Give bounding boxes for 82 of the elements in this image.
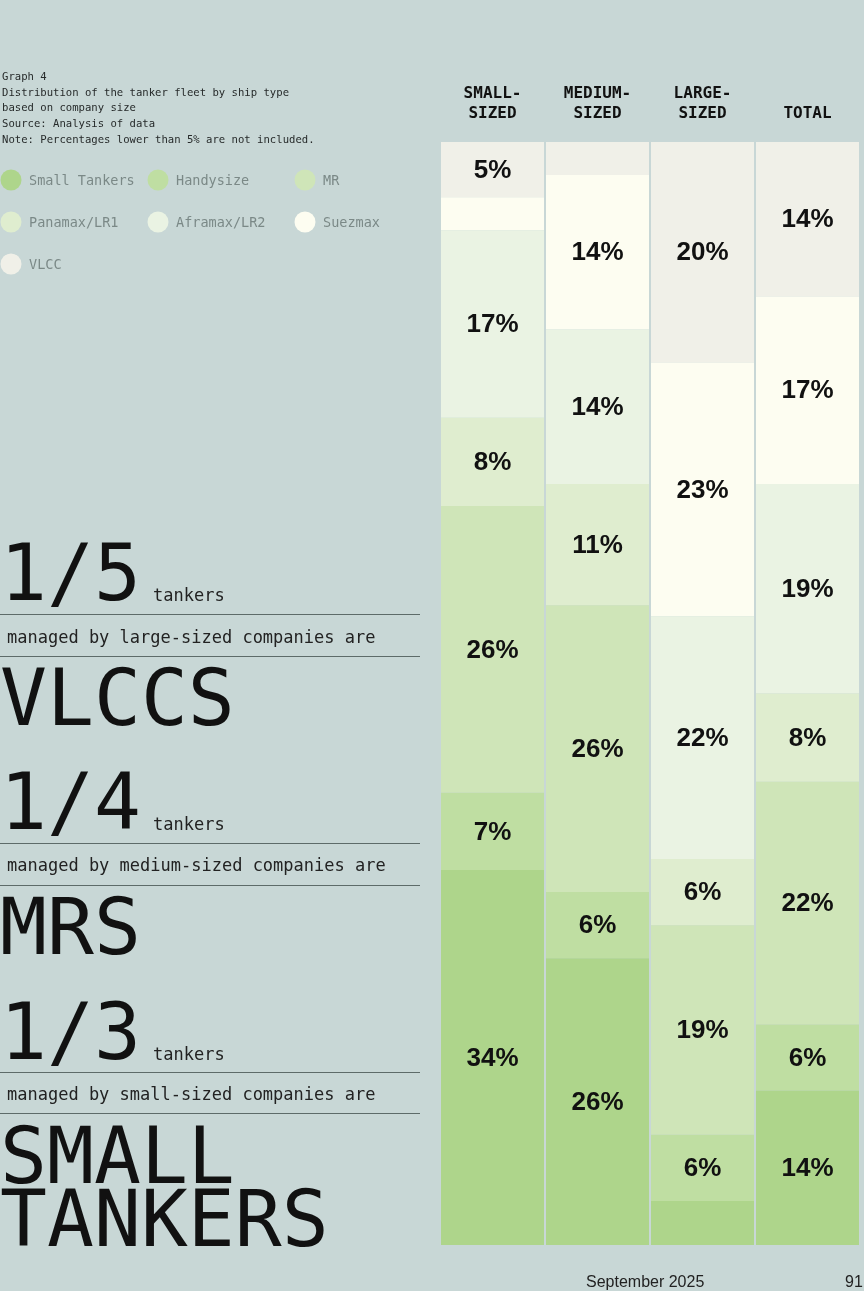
bar [756, 1024, 859, 1091]
x-tick-label: LARGE-SIZED [673, 83, 732, 123]
data-label: 17% [781, 374, 834, 405]
bar [756, 1090, 859, 1245]
text: managed by small-sized companies are [7, 1084, 376, 1104]
source-note: Source: Analysis of data [2, 116, 157, 132]
legend-label: Panamax/LR1 [29, 213, 119, 230]
legend-label: Suezmax [323, 213, 380, 230]
x-tick-label: MEDIUM-SIZED [563, 83, 632, 123]
data-label: 19% [676, 1014, 729, 1045]
bar [756, 296, 859, 484]
data-label: 26% [571, 1085, 624, 1116]
bar [441, 792, 544, 870]
text: Note: Percentages lower than 5% are not included. [2, 131, 316, 147]
data-label: 14% [571, 236, 624, 267]
x-tick-label: TOTAL [783, 103, 832, 123]
bar [441, 417, 544, 506]
bar [651, 362, 754, 617]
data-label: 6% [578, 909, 617, 940]
bar [441, 230, 544, 418]
text: September 2025 [586, 1273, 705, 1290]
text: SMALL TANKERS [0, 1111, 330, 1264]
bar [546, 142, 649, 176]
bar [651, 925, 754, 1135]
bar [756, 781, 859, 1025]
data-label: 17% [466, 308, 519, 339]
bar [441, 869, 544, 1245]
data-label: 11% [572, 528, 623, 559]
text: 1/4 [0, 757, 141, 847]
bar [546, 175, 649, 330]
bar [651, 142, 754, 363]
data-label: 6% [683, 876, 722, 907]
text: 91 [845, 1273, 863, 1290]
data-label: 8% [473, 446, 512, 477]
data-label: 26% [571, 732, 624, 763]
bar [651, 1134, 754, 1201]
data-label: 19% [781, 572, 834, 603]
text: tankers [153, 585, 225, 605]
data-label: 5% [473, 153, 512, 184]
data-label: 34% [466, 1041, 519, 1072]
text: tankers [153, 1044, 225, 1064]
text: Distribution of the tanker fleet by ship type based on company size [2, 84, 290, 116]
data-label: 23% [676, 473, 729, 504]
bar [546, 958, 649, 1245]
bar [756, 483, 859, 694]
bar [756, 693, 859, 782]
legend-label: Small Tankers [29, 171, 135, 188]
bar [441, 197, 544, 231]
data-label: 14% [571, 390, 624, 421]
bar [546, 605, 649, 893]
text: 1/5 [0, 528, 141, 618]
legend-label: MR [323, 171, 341, 188]
bar [546, 483, 649, 606]
bar [546, 329, 649, 484]
data-label: 22% [676, 721, 729, 752]
data-label: 14% [781, 203, 834, 234]
data-label: 26% [466, 633, 519, 664]
bar [441, 142, 544, 198]
text: MRS [0, 882, 141, 972]
data-label: 6% [788, 1041, 827, 1072]
text: managed by medium-sized companies are [7, 855, 386, 875]
text: tankers [153, 814, 225, 834]
data-label: 6% [683, 1151, 722, 1182]
text: Graph 4 [2, 69, 48, 84]
legend-label: Aframax/LR2 [176, 213, 266, 230]
legend-label: VLCC [29, 255, 62, 272]
bar [651, 1200, 754, 1245]
data-label: 20% [676, 236, 729, 267]
data-label: 14% [781, 1151, 834, 1182]
bar [651, 616, 754, 859]
bar [651, 858, 754, 926]
bar [756, 142, 859, 297]
legend-label: Handysize [176, 171, 250, 188]
data-label: 8% [788, 721, 827, 752]
text: VLCCS [0, 653, 235, 743]
text: managed by large-sized companies are [7, 627, 376, 647]
data-label: 22% [781, 887, 834, 918]
data-label: 7% [473, 815, 512, 846]
text: 1/3 [0, 987, 141, 1077]
bar [546, 892, 649, 959]
x-tick-label: SMALL-SIZED [463, 83, 522, 123]
bar [441, 505, 544, 793]
